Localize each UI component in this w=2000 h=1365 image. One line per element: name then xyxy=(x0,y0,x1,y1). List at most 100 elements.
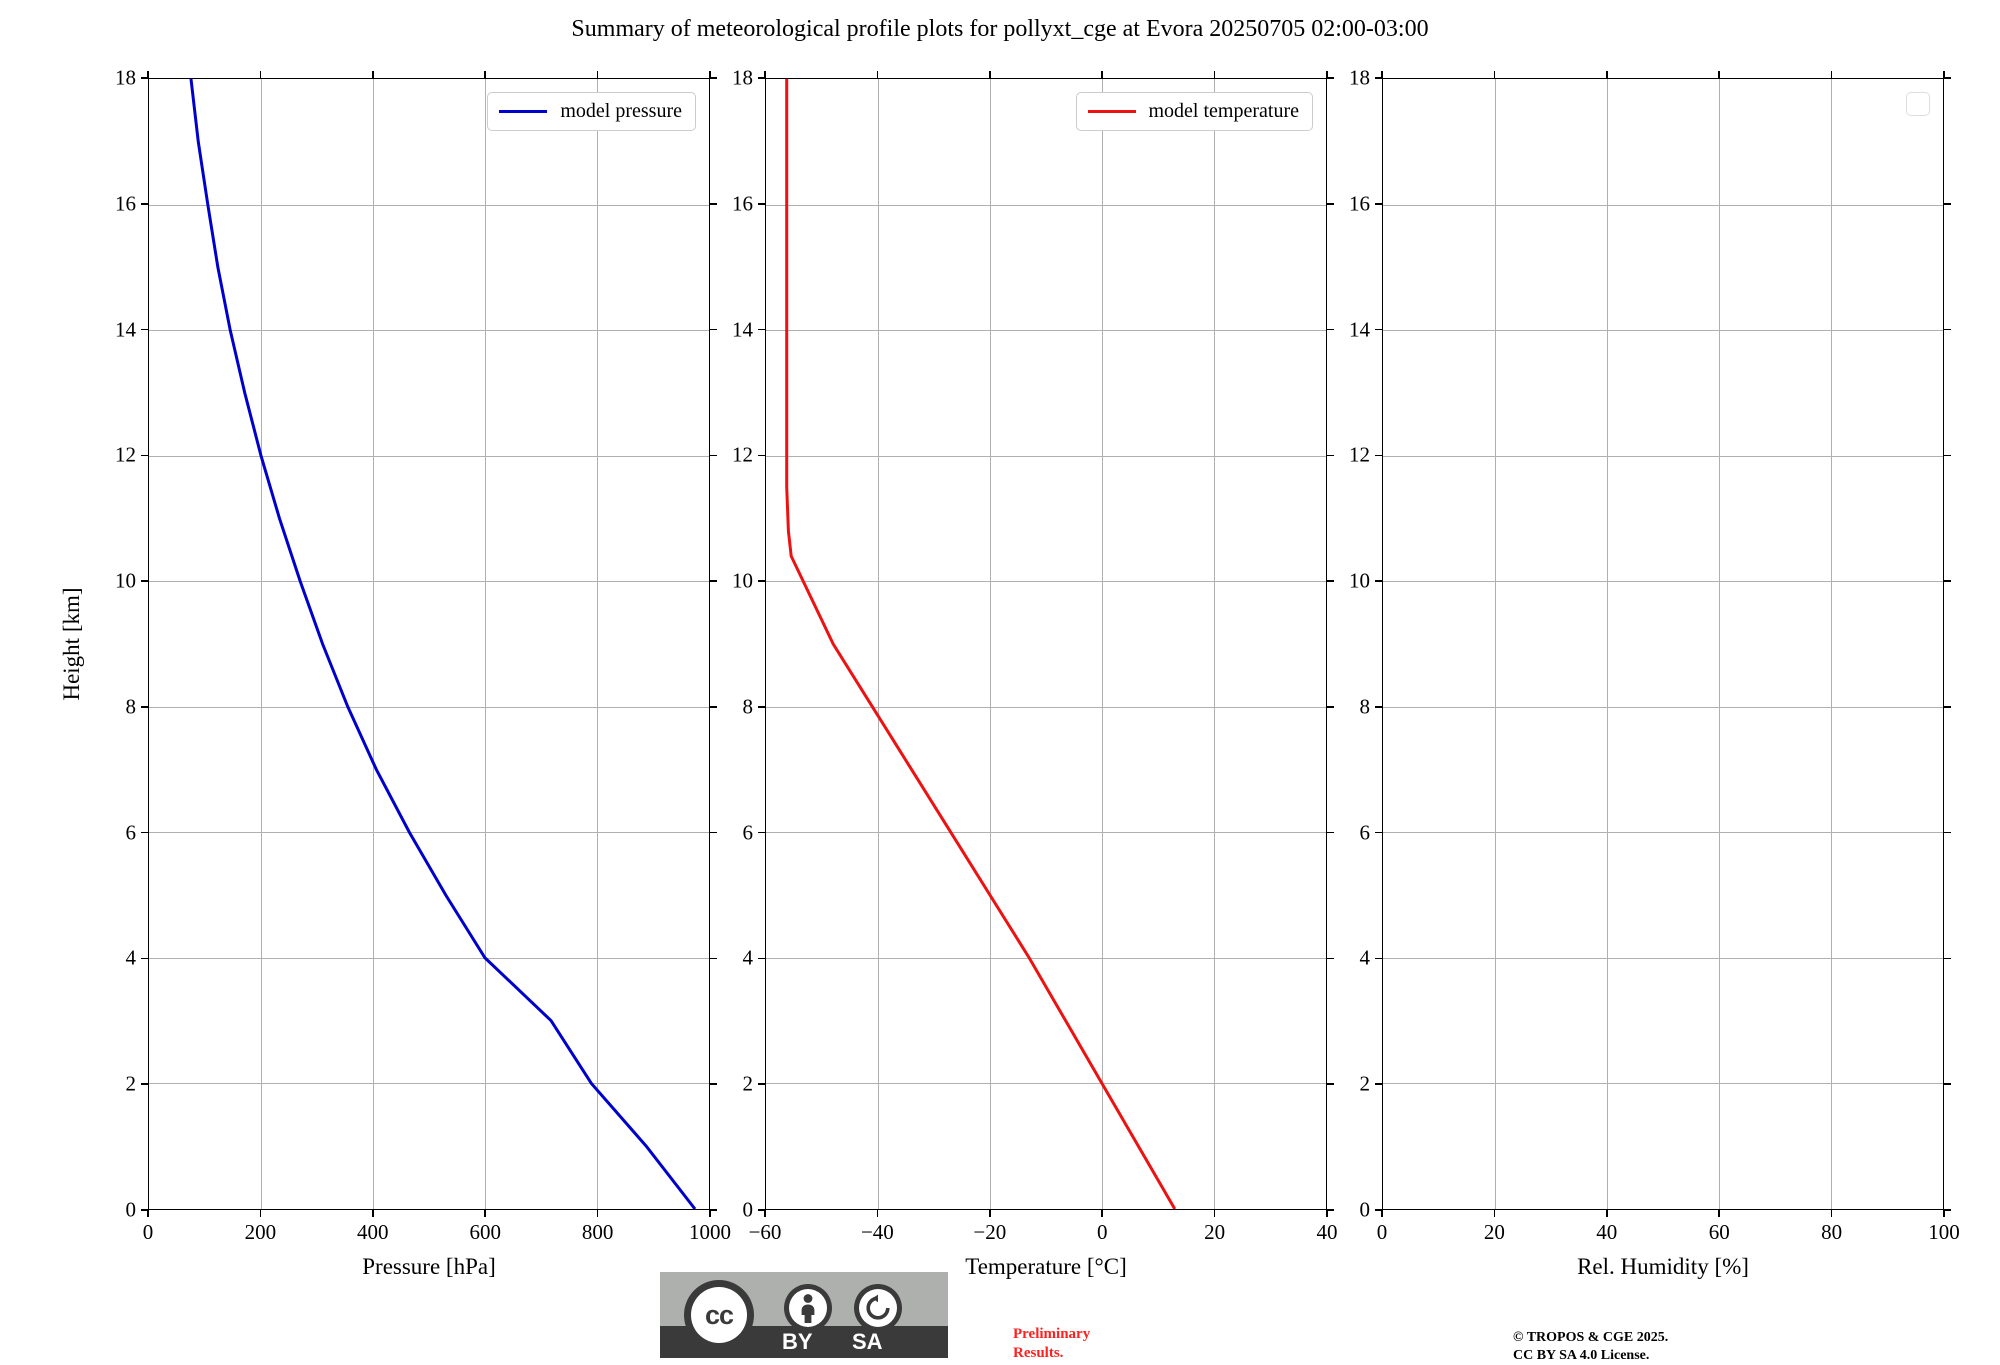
gridline-vertical xyxy=(1831,79,1832,1209)
y-tick-mark xyxy=(141,77,148,79)
plot-area-pressure xyxy=(148,78,710,1210)
gridline-vertical xyxy=(485,79,486,1209)
y-tick-mark xyxy=(1375,454,1382,457)
y-tick-mark xyxy=(1327,957,1334,960)
y-tick-label: 2 xyxy=(1359,1071,1371,1096)
x-tick-mark xyxy=(596,71,599,78)
cc-by-label: BY xyxy=(782,1329,813,1354)
x-tick-mark xyxy=(484,71,486,78)
x-tick-label: 0 xyxy=(1376,1220,1388,1244)
legend-temperature: model temperature xyxy=(1075,92,1313,131)
y-tick-mark xyxy=(710,202,717,205)
humidity-curve xyxy=(1383,79,1943,1209)
copyright-note: © TROPOS & CGE 2025. CC BY SA 4.0 Licens… xyxy=(1513,1329,1668,1365)
y-tick-label: 10 xyxy=(115,568,136,593)
cc-by-person-glyph xyxy=(789,1289,827,1327)
panel-humidity: 0 2 4 6 8 10 12 14 16 18 0 20 40 60 80 100 Rel. Humidi… xyxy=(1349,66,1960,1280)
cc-sa-share-alike-icon xyxy=(854,1284,902,1332)
y-tick-label: 16 xyxy=(1349,191,1370,216)
y-tick-mark xyxy=(141,1083,148,1086)
y-tick-label: 0 xyxy=(1359,1197,1371,1222)
page-title: Summary of meteorological profile plots … xyxy=(571,16,1429,42)
pressure-curve xyxy=(149,79,709,1209)
x-tick-mark xyxy=(1213,71,1216,78)
x-tick-label: 20 xyxy=(1204,1220,1226,1244)
gridline-horizontal xyxy=(149,957,709,959)
gridline-horizontal xyxy=(1383,1083,1943,1085)
gridline-horizontal xyxy=(1383,706,1943,708)
gridline-horizontal xyxy=(149,204,709,206)
gridline-vertical xyxy=(1607,79,1608,1209)
x-tick-mark xyxy=(259,71,262,78)
y-tick-label: 8 xyxy=(125,694,137,719)
y-tick-mark xyxy=(710,77,717,79)
copyright-line-1: © TROPOS & CGE 2025. xyxy=(1513,1330,1669,1345)
gridline-horizontal xyxy=(1383,581,1943,583)
y-tick-mark xyxy=(710,1083,717,1086)
y-tick-mark xyxy=(1375,328,1382,331)
y-tick-label: 12 xyxy=(732,442,753,467)
y-tick-mark xyxy=(141,328,148,331)
x-tick-label: 200 xyxy=(244,1220,277,1244)
y-tick-label: 18 xyxy=(1349,65,1370,90)
x-axis-title-humidity: Rel. Humidity [%] xyxy=(1577,1254,1749,1279)
cc-icon-label: cc xyxy=(691,1287,747,1343)
x-tick-mark xyxy=(1381,1210,1383,1217)
y-tick-mark xyxy=(1327,328,1334,331)
y-tick-label: 4 xyxy=(742,945,754,970)
y-tick-mark xyxy=(1327,77,1334,79)
x-tick-label: 0 xyxy=(142,1220,154,1244)
gridline-horizontal xyxy=(149,832,709,834)
y-tick-mark xyxy=(1327,202,1334,205)
x-tick-mark xyxy=(1326,71,1328,78)
x-tick-label: 800 xyxy=(581,1220,614,1244)
x-axis-title-temperature: Temperature [°C] xyxy=(965,1254,1127,1279)
plot-area-temperature xyxy=(765,78,1327,1210)
x-tick-mark xyxy=(1718,1210,1720,1217)
gridline-horizontal xyxy=(149,455,709,457)
person-shape xyxy=(801,1294,815,1323)
y-tick-mark xyxy=(1327,1209,1334,1211)
y-tick-mark xyxy=(1944,202,1951,205)
y-tick-mark xyxy=(1375,706,1382,708)
x-tick-mark xyxy=(147,1210,149,1217)
gridline-vertical xyxy=(1495,79,1496,1209)
x-tick-mark xyxy=(1493,71,1496,78)
y-tick-label: 16 xyxy=(115,191,136,216)
gridline-horizontal xyxy=(766,957,1326,959)
y-tick-mark xyxy=(758,1083,765,1086)
x-tick-label: 60 xyxy=(1708,1220,1730,1244)
gridline-horizontal xyxy=(766,204,1326,206)
gridline-vertical xyxy=(1102,79,1103,1209)
gridline-horizontal xyxy=(766,330,1326,332)
y-tick-mark xyxy=(710,328,717,331)
x-tick-mark xyxy=(876,71,879,78)
y-tick-label: 6 xyxy=(125,820,137,845)
y-tick-label: 8 xyxy=(1359,694,1371,719)
y-tick-mark xyxy=(758,328,765,331)
x-tick-label: −40 xyxy=(860,1220,894,1244)
x-tick-label: 600 xyxy=(469,1220,501,1244)
x-tick-mark xyxy=(1718,71,1720,78)
x-tick-mark xyxy=(1606,71,1608,78)
x-tick-label: 20 xyxy=(1483,1220,1505,1244)
temperature-curve xyxy=(766,79,1326,1209)
x-tick-mark xyxy=(1493,1210,1496,1217)
x-tick-mark xyxy=(764,1210,766,1217)
x-tick-mark xyxy=(147,71,149,78)
y-tick-label: 2 xyxy=(742,1071,754,1096)
y-tick-label: 16 xyxy=(732,191,753,216)
x-tick-label: 0 xyxy=(1096,1220,1108,1244)
panel-temperature: 0 2 4 6 8 10 12 14 16 18 −60 −40 −20 0 20 40 Temperatu… xyxy=(732,66,1338,1280)
y-tick-mark xyxy=(141,454,148,457)
y-tick-mark xyxy=(141,580,148,582)
x-tick-mark xyxy=(1213,1210,1216,1217)
y-tick-mark xyxy=(1944,957,1951,960)
y-tick-label: 0 xyxy=(125,1197,137,1222)
gridline-horizontal xyxy=(1383,330,1943,332)
y-tick-mark xyxy=(1944,454,1951,457)
y-tick-label: 6 xyxy=(1359,820,1371,845)
x-tick-mark xyxy=(1943,1210,1945,1217)
y-axis-title: Height [km] xyxy=(59,587,84,701)
circular-arrow-shape xyxy=(866,1294,890,1320)
